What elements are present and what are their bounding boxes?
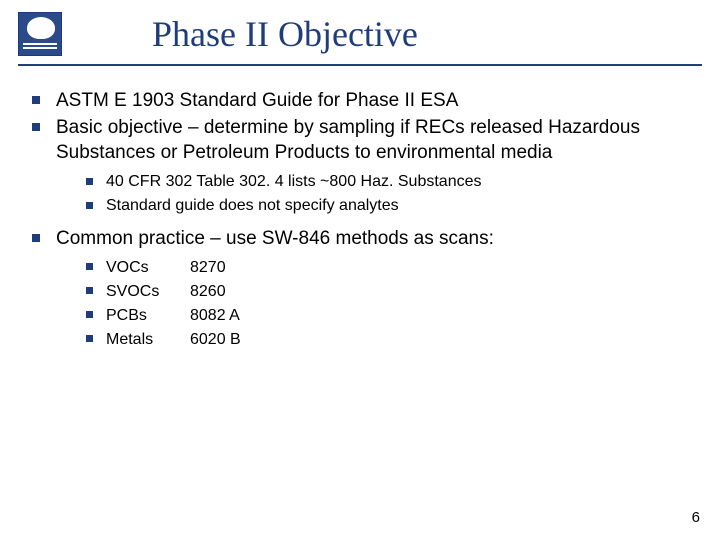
method-code: 8270 (190, 256, 226, 279)
method-label: Metals (106, 328, 190, 351)
slide-header: Phase II Objective (0, 0, 720, 56)
bullet-list-lvl3: VOCs 8270 SVOCs 8260 PCBs 8082 A Metals … (82, 256, 692, 352)
list-item: SVOCs 8260 (82, 280, 692, 303)
slide-title: Phase II Objective (152, 13, 418, 55)
bullet-list-lvl2: 40 CFR 302 Table 302. 4 lists ~800 Haz. … (82, 171, 692, 216)
page-number: 6 (692, 509, 700, 526)
list-item: 40 CFR 302 Table 302. 4 lists ~800 Haz. … (82, 171, 692, 193)
list-item: VOCs 8270 (82, 256, 692, 279)
bullet-text: Common practice – use SW-846 methods as … (56, 228, 494, 249)
method-code: 8260 (190, 280, 226, 303)
bullet-text: Basic objective – determine by sampling … (56, 117, 640, 163)
bullet-text: ASTM E 1903 Standard Guide for Phase II … (56, 90, 458, 111)
list-item: ASTM E 1903 Standard Guide for Phase II … (28, 88, 692, 113)
list-item: Basic objective – determine by sampling … (28, 115, 692, 216)
list-item: Standard guide does not specify analytes (82, 195, 692, 217)
bullet-text: Standard guide does not specify analytes (106, 197, 399, 214)
bullet-text: 40 CFR 302 Table 302. 4 lists ~800 Haz. … (106, 173, 481, 190)
list-item: Common practice – use SW-846 methods as … (28, 226, 692, 351)
slide: Phase II Objective ASTM E 1903 Standard … (0, 0, 720, 540)
logo-icon (18, 12, 62, 56)
bullet-list-lvl1: ASTM E 1903 Standard Guide for Phase II … (28, 88, 692, 351)
method-label: SVOCs (106, 280, 190, 303)
method-code: 8082 A (190, 304, 240, 327)
method-label: VOCs (106, 256, 190, 279)
list-item: PCBs 8082 A (82, 304, 692, 327)
slide-content: ASTM E 1903 Standard Guide for Phase II … (0, 66, 720, 351)
method-label: PCBs (106, 304, 190, 327)
method-code: 6020 B (190, 328, 241, 351)
list-item: Metals 6020 B (82, 328, 692, 351)
